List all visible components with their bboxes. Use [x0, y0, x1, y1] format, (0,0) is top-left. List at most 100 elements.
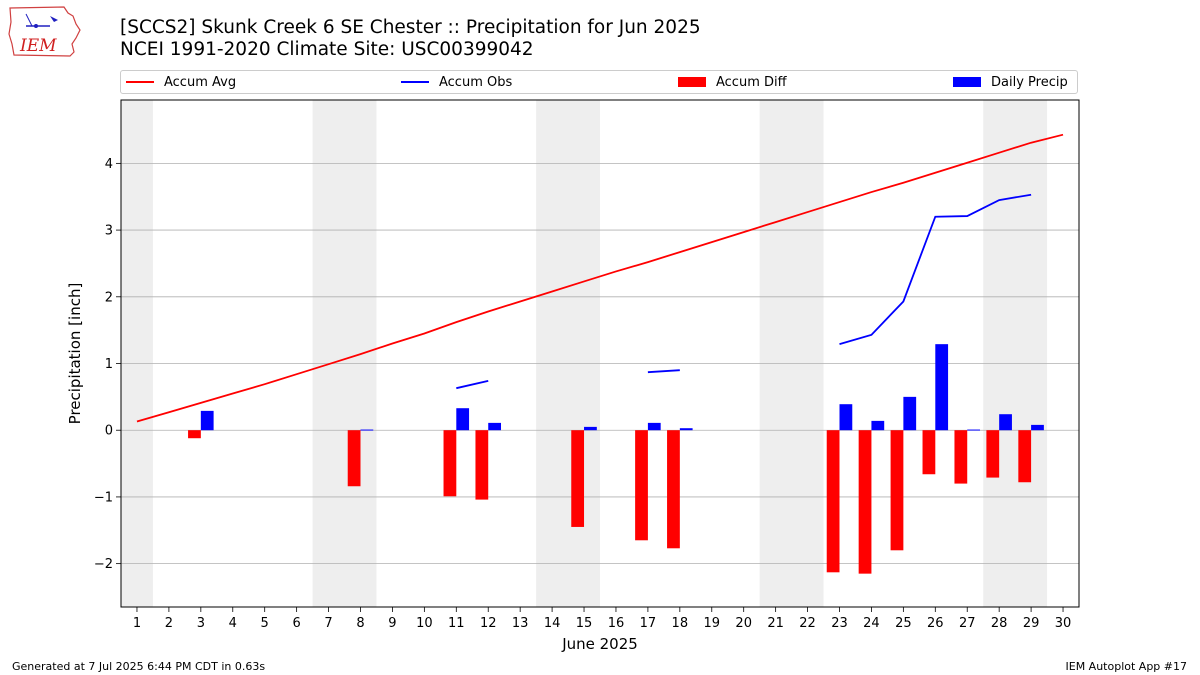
weekend-band: [536, 100, 600, 607]
x-tick-label: 9: [388, 616, 396, 631]
x-tick-label: 5: [261, 616, 269, 631]
x-tick-label: 2: [165, 616, 173, 631]
x-tick-label: 14: [544, 616, 561, 631]
legend-item-accum-diff: Accum Diff: [678, 71, 787, 93]
x-tick-label: 28: [991, 616, 1008, 631]
legend-swatch: [401, 81, 429, 83]
x-tick-label: 11: [448, 616, 465, 631]
y-tick-label: 1: [105, 357, 113, 372]
legend-item-daily-precip: Daily Precip: [953, 71, 1068, 93]
daily-precip-bar: [456, 408, 470, 431]
accum-avg-line: [136, 133, 1064, 423]
weekend-band: [121, 100, 153, 607]
x-tick-label: 15: [576, 616, 593, 631]
lines: [136, 133, 1064, 423]
x-tick-label: 17: [640, 616, 657, 631]
daily-precip-bar: [584, 426, 597, 431]
x-tick-label: 18: [672, 616, 689, 631]
plot-frame: [120, 99, 1080, 608]
weekend-band: [983, 100, 1048, 607]
accum-diff-bar: [858, 430, 872, 574]
x-tick-label: 22: [799, 616, 816, 631]
x-tick-label: 10: [416, 616, 433, 631]
legend-label: Daily Precip: [991, 74, 1068, 90]
accum-diff-bar: [826, 430, 840, 573]
daily-precip-bar: [903, 396, 917, 431]
legend-swatch: [678, 77, 706, 87]
y-tick-label: 3: [105, 224, 113, 239]
daily-precip-bar: [871, 420, 885, 431]
x-tick-label: 13: [512, 616, 529, 631]
footer-app-id: IEM Autoplot App #17: [1065, 660, 1188, 673]
legend-swatch: [126, 81, 154, 83]
x-tick-label: 16: [608, 616, 625, 631]
legend-label: Accum Diff: [716, 74, 787, 90]
x-tick-label: 7: [324, 616, 332, 631]
y-tick-label: 4: [105, 157, 113, 172]
x-tick-label: 8: [356, 616, 364, 631]
x-tick-label: 30: [1055, 616, 1072, 631]
bars: [188, 344, 1044, 574]
legend-label: Accum Obs: [439, 74, 513, 90]
x-tick-label: 12: [480, 616, 497, 631]
accum-obs-line: [647, 369, 680, 374]
daily-precip-bar: [679, 428, 693, 431]
weekend-shading: [121, 100, 1048, 607]
iowa-state-outline-icon: [8, 6, 81, 57]
accum-diff-bar: [571, 430, 585, 527]
daily-precip-bar: [967, 429, 981, 431]
x-tick-label: 3: [197, 616, 205, 631]
daily-precip-bar: [647, 422, 661, 431]
accum-diff-bar: [475, 430, 489, 500]
x-tick-label: 29: [1023, 616, 1040, 631]
iem-logo: IEM: [8, 6, 81, 57]
footer-generated-info: Generated at 7 Jul 2025 6:44 PM CDT in 0…: [12, 660, 266, 673]
legend-item-accum-avg: Accum Avg: [126, 71, 236, 93]
x-tick-label: 19: [703, 616, 720, 631]
daily-precip-bar: [1031, 424, 1044, 431]
legend: Accum Avg Accum Obs Accum Diff Daily Pre…: [120, 70, 1078, 94]
weekend-band: [759, 100, 824, 607]
daily-precip-bar: [360, 429, 374, 431]
accum-diff-bar: [347, 430, 361, 487]
x-tick-label: 25: [895, 616, 912, 631]
daily-precip-bar: [488, 422, 502, 431]
daily-precip-bar: [999, 414, 1012, 431]
legend-label: Accum Avg: [164, 74, 237, 90]
chart-title: [SCCS2] Skunk Creek 6 SE Chester :: Prec…: [120, 17, 701, 38]
accum-diff-bar: [188, 430, 201, 439]
weekend-band: [312, 100, 377, 607]
x-tick-label: 24: [863, 616, 880, 631]
x-tick-label: 6: [292, 616, 300, 631]
y-tick-label: −1: [94, 490, 113, 505]
x-axis-label: June 2025: [561, 635, 638, 653]
accum-diff-bar: [986, 430, 1000, 478]
gridlines: [121, 162, 1079, 565]
chart-subtitle: NCEI 1991-2020 Climate Site: USC00399042: [120, 39, 534, 60]
accum-obs-line: [839, 193, 1032, 346]
x-tick-label: 23: [831, 616, 848, 631]
x-tick-label: 26: [927, 616, 944, 631]
daily-precip-bar: [935, 344, 949, 431]
accum-diff-bar: [1018, 430, 1032, 483]
x-tick-label: 21: [767, 616, 784, 631]
accum-diff-bar: [922, 430, 936, 475]
y-tick-label: 0: [105, 424, 113, 439]
legend-item-accum-obs: Accum Obs: [401, 71, 512, 93]
logo-text: IEM: [19, 36, 57, 56]
x-tick-label: 27: [959, 616, 976, 631]
legend-swatch: [953, 77, 981, 87]
daily-precip-bar: [839, 404, 853, 431]
daily-precip-bar: [200, 410, 214, 431]
x-tick-label: 20: [735, 616, 752, 631]
y-tick-label: −2: [94, 557, 113, 572]
x-tick-label: 1: [133, 616, 141, 631]
accum-diff-bar: [890, 430, 904, 551]
y-axis-label: Precipitation [inch]: [66, 283, 84, 425]
accum-diff-bar: [954, 430, 968, 484]
x-tick-label: 4: [229, 616, 237, 631]
y-tick-label: 2: [105, 290, 113, 305]
accum-diff-bar: [635, 430, 648, 541]
